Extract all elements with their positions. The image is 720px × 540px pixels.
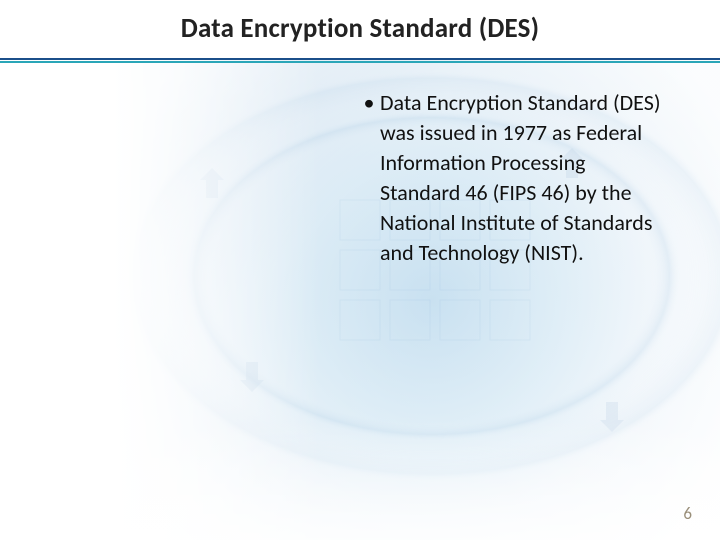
page-number: 6 (683, 503, 692, 524)
bullet-marker: • (358, 88, 380, 118)
content-area: • Data Encryption Standard (DES) was iss… (358, 88, 668, 268)
divider-line (0, 58, 720, 64)
background-fade-bottom (0, 420, 720, 540)
bullet-item: • Data Encryption Standard (DES) was iss… (358, 88, 668, 268)
slide-title-container: Data Encryption Standard (DES) (0, 12, 720, 45)
slide-title: Data Encryption Standard (DES) (0, 12, 720, 45)
bullet-text: Data Encryption Standard (DES) was issue… (380, 88, 668, 268)
title-divider (0, 50, 720, 69)
